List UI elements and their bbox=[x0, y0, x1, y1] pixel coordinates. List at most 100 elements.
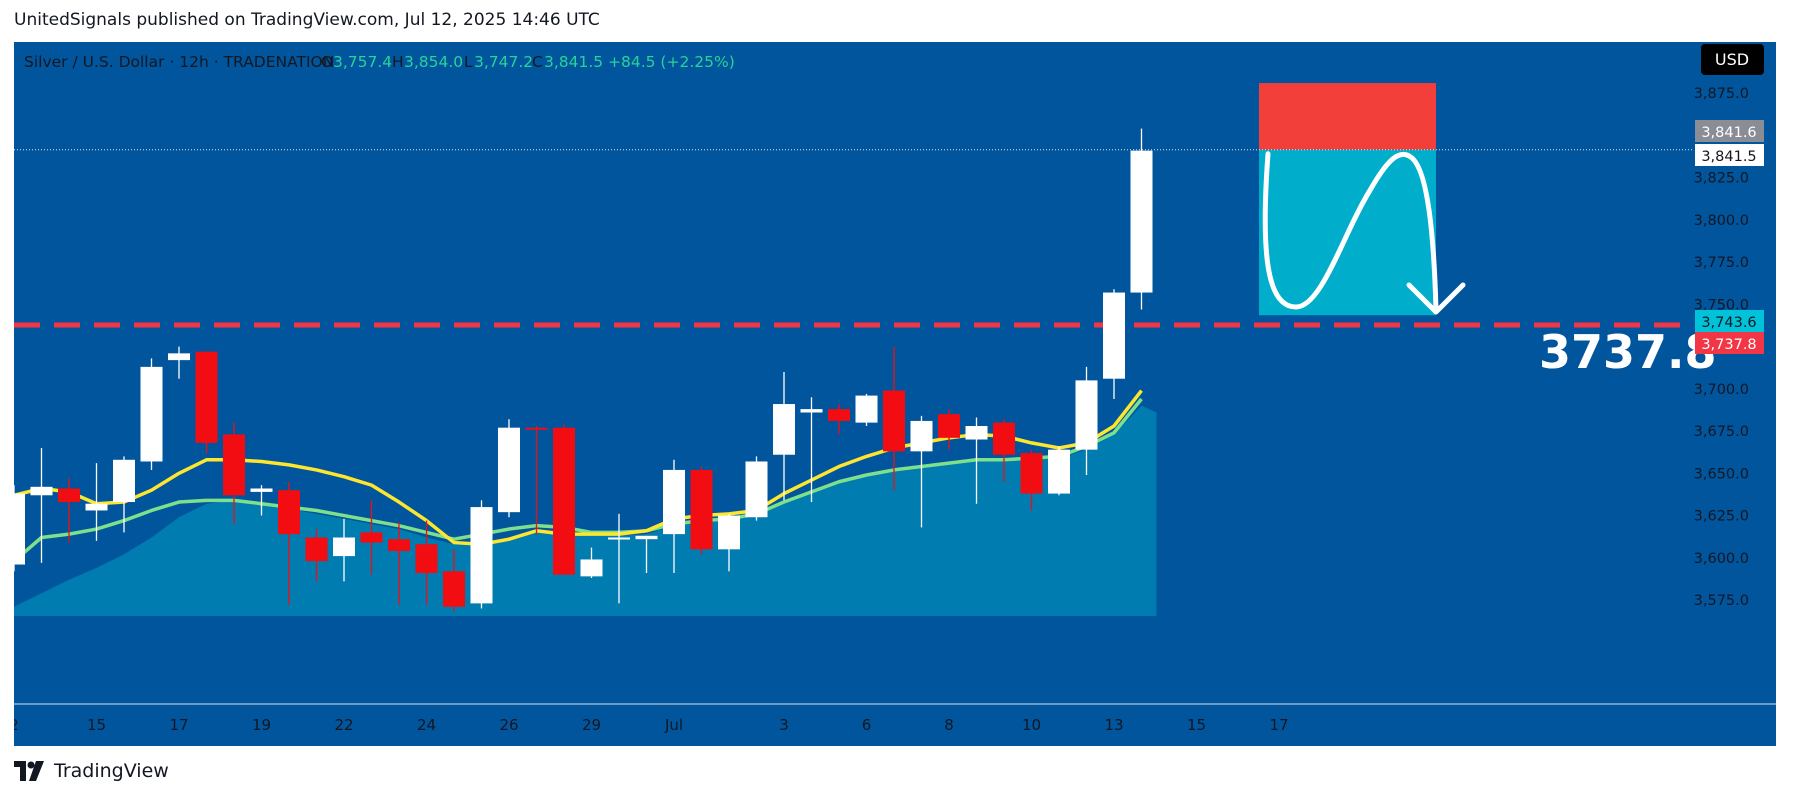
candle bbox=[58, 478, 80, 543]
legend-change: +84.5 (+2.25%) bbox=[608, 53, 735, 71]
price-chart[interactable]: 3,575.0 3,600.0 3,625.0 3,650.0 3,675.0 3,700… bbox=[3, 42, 1776, 746]
projection-curve bbox=[1262, 151, 1439, 313]
legend-close-value: 3,841.5 bbox=[544, 53, 603, 71]
candle-body bbox=[828, 409, 850, 421]
candle bbox=[250, 485, 273, 516]
x-tick-label: Jul bbox=[664, 716, 683, 734]
candle-body bbox=[580, 559, 603, 577]
svg-text:3,841.6: 3,841.6 bbox=[1701, 125, 1756, 141]
y-tick-label: 3,800.0 bbox=[1694, 213, 1749, 229]
candle-body bbox=[195, 351, 218, 443]
candle-body bbox=[443, 571, 465, 607]
price-tag-last: 3,841.5 bbox=[1695, 144, 1764, 166]
candle-body bbox=[470, 507, 493, 604]
x-tick-label: 17 bbox=[1269, 716, 1288, 734]
candle-body bbox=[1103, 292, 1125, 379]
y-tick-label: 3,875.0 bbox=[1694, 86, 1749, 102]
candle-body bbox=[305, 537, 328, 562]
candle-body bbox=[1020, 453, 1043, 494]
y-tick-label: 3,675.0 bbox=[1694, 424, 1749, 440]
legend-high-value: 3,854.0 bbox=[404, 53, 463, 71]
candle-body bbox=[278, 490, 300, 535]
candle-body bbox=[223, 434, 245, 496]
candle bbox=[910, 415, 933, 528]
svg-text:3,737.8: 3,737.8 bbox=[1701, 337, 1756, 353]
candle-body bbox=[85, 503, 108, 511]
candle-body bbox=[855, 395, 878, 423]
candle bbox=[718, 513, 740, 572]
candle-body bbox=[1048, 449, 1070, 494]
legend-low-label: L bbox=[464, 53, 473, 71]
legend-low-value: 3,747.2 bbox=[474, 53, 533, 71]
candle bbox=[1020, 449, 1043, 511]
candle bbox=[608, 513, 630, 604]
candle bbox=[1130, 128, 1153, 310]
candle bbox=[525, 426, 548, 535]
x-tick-label: 15 bbox=[87, 716, 106, 734]
candle bbox=[168, 346, 190, 379]
x-tick-label: 24 bbox=[417, 716, 436, 734]
candle-body bbox=[965, 426, 988, 440]
candle bbox=[965, 417, 988, 504]
candle bbox=[1103, 289, 1125, 399]
candle-body bbox=[910, 420, 933, 452]
candle-body bbox=[608, 537, 630, 540]
candle bbox=[195, 351, 218, 454]
candle-body bbox=[58, 488, 80, 503]
legend-ohlc: O 3,757.4 H 3,854.0 L 3,747.2 C 3,841.5 … bbox=[321, 53, 735, 71]
candle bbox=[305, 529, 328, 582]
x-tick-label: 8 bbox=[944, 716, 954, 734]
x-tick-label: 2 bbox=[14, 716, 19, 734]
y-tick-label: 3,625.0 bbox=[1694, 509, 1749, 525]
ma-green-line bbox=[12, 397, 1143, 563]
x-tick-label: 22 bbox=[334, 716, 353, 734]
x-tick-label: 6 bbox=[862, 716, 872, 734]
chart-frame[interactable]: 3,575.0 3,600.0 3,625.0 3,650.0 3,675.0 3,700… bbox=[3, 42, 1776, 746]
tradingview-logo-icon bbox=[14, 761, 46, 781]
x-tick-label: 13 bbox=[1104, 716, 1123, 734]
candle bbox=[883, 346, 905, 491]
candle bbox=[113, 456, 135, 533]
candle bbox=[470, 500, 493, 609]
candle bbox=[388, 522, 410, 606]
ma-area-layer bbox=[14, 405, 1157, 616]
candle bbox=[855, 393, 878, 427]
candle-body bbox=[140, 366, 163, 462]
candle-body bbox=[993, 422, 1015, 455]
down-arrow-icon bbox=[1406, 282, 1466, 315]
candle bbox=[553, 424, 575, 575]
candle bbox=[223, 422, 245, 524]
svg-text:3,841.5: 3,841.5 bbox=[1701, 149, 1756, 165]
candle-body bbox=[800, 409, 823, 413]
candle bbox=[938, 409, 960, 450]
candle-body bbox=[415, 544, 438, 573]
x-tick-label: 10 bbox=[1022, 716, 1041, 734]
y-tick-label: 3,700.0 bbox=[1694, 382, 1749, 398]
x-tick-label: 3 bbox=[779, 716, 789, 734]
candle-body bbox=[663, 469, 685, 535]
candle bbox=[690, 466, 713, 555]
candle bbox=[828, 404, 850, 435]
candle bbox=[278, 481, 300, 606]
y-tick-label: 3,650.0 bbox=[1694, 466, 1749, 482]
candle bbox=[635, 535, 658, 573]
candle bbox=[800, 397, 823, 503]
candle bbox=[140, 358, 163, 470]
price-tag-top: 3,841.6 bbox=[1695, 120, 1764, 142]
level-line-layer bbox=[14, 149, 1694, 328]
publisher-header: UnitedSignals published on TradingView.c… bbox=[14, 10, 600, 30]
candle-body bbox=[1075, 380, 1098, 450]
candle bbox=[773, 371, 795, 501]
currency-button[interactable]: USD bbox=[1701, 44, 1764, 75]
candle bbox=[30, 447, 53, 563]
target-annotation: 3737.8 bbox=[1539, 325, 1717, 379]
legend-high-label: H bbox=[392, 53, 404, 71]
position-zone-layer bbox=[1259, 83, 1466, 316]
stop-loss-zone bbox=[1259, 83, 1436, 150]
y-tick-label: 3,825.0 bbox=[1694, 171, 1749, 187]
candle-body bbox=[3, 493, 25, 565]
y-tick-label: 3,750.0 bbox=[1694, 297, 1749, 313]
candle-body bbox=[718, 515, 740, 550]
footer-brand-name: TradingView bbox=[54, 760, 169, 782]
candle bbox=[3, 485, 25, 572]
